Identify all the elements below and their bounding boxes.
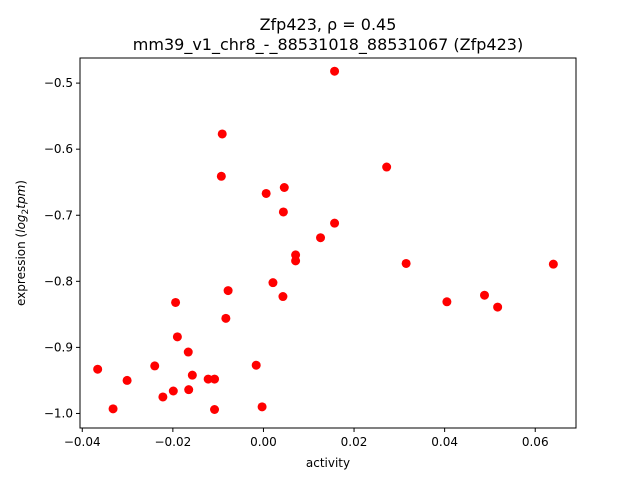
y-tick-label-5: −0.5 <box>44 76 73 90</box>
chart-title-line2: mm39_v1_chr8_-_88531018_88531067 (Zfp423… <box>133 35 523 55</box>
data-point-21 <box>172 332 182 342</box>
data-point-15 <box>278 292 288 302</box>
data-point-5 <box>261 188 271 198</box>
x-tick-label-0: −0.04 <box>64 435 101 449</box>
data-point-18 <box>493 302 503 312</box>
y-axis-ticks: −1.0 −0.9 −0.8 −0.7 −0.6 −0.5 <box>44 76 80 420</box>
data-point-25 <box>93 364 103 374</box>
data-point-29 <box>122 375 132 385</box>
y-axis-label: expression (log2tpm) <box>14 180 31 306</box>
data-point-32 <box>158 392 168 402</box>
x-tick-label-3: 0.02 <box>341 435 368 449</box>
data-point-26 <box>187 370 197 380</box>
data-point-14 <box>223 286 233 296</box>
points-layer <box>93 66 558 414</box>
y-tick-label-1: −0.9 <box>44 340 73 354</box>
data-point-30 <box>184 385 194 395</box>
data-point-4 <box>279 183 289 192</box>
chart-title-line1: Zfp423, ρ = 0.45 <box>260 15 397 34</box>
y-tick-label-3: −0.7 <box>44 208 73 222</box>
data-point-35 <box>257 402 267 412</box>
data-point-10 <box>291 256 301 266</box>
data-point-3 <box>216 171 226 181</box>
data-point-20 <box>221 313 231 323</box>
y-axis-label-math2: tpm <box>14 185 28 209</box>
y-axis-label-math: log <box>14 214 28 233</box>
y-axis-label-subscript: 2 <box>21 209 31 215</box>
data-point-1 <box>217 129 227 139</box>
y-tick-label-0: −1.0 <box>44 406 73 420</box>
data-point-13 <box>268 278 278 288</box>
x-axis-ticks: −0.04 −0.02 0.00 0.02 0.04 0.06 <box>64 428 549 449</box>
data-point-7 <box>330 218 340 228</box>
data-point-24 <box>251 360 261 370</box>
data-point-31 <box>168 386 178 396</box>
data-point-2 <box>382 162 392 172</box>
plot-frame <box>79 57 577 429</box>
data-point-12 <box>548 259 558 269</box>
x-axis-label: activity <box>306 456 350 470</box>
data-point-0 <box>330 66 340 76</box>
data-point-27 <box>203 374 213 384</box>
x-tick-label-5: 0.06 <box>522 435 549 449</box>
y-axis-label-suffix: ) <box>14 180 28 185</box>
data-point-16 <box>480 290 489 300</box>
data-point-33 <box>108 404 118 414</box>
data-point-34 <box>210 405 220 414</box>
y-axis-label-prefix: expression ( <box>14 233 28 306</box>
data-point-17 <box>442 297 452 307</box>
y-tick-label-4: −0.6 <box>44 142 73 156</box>
data-point-28 <box>210 374 220 384</box>
data-point-11 <box>401 258 411 268</box>
data-point-8 <box>316 233 326 243</box>
data-point-19 <box>171 297 181 307</box>
data-point-22 <box>183 347 193 357</box>
y-tick-label-2: −0.8 <box>44 274 73 288</box>
x-tick-label-2: 0.00 <box>250 435 277 449</box>
data-point-6 <box>278 207 288 217</box>
x-tick-label-4: 0.04 <box>431 435 458 449</box>
data-point-23 <box>150 361 160 371</box>
x-tick-label-1: −0.02 <box>154 435 191 449</box>
